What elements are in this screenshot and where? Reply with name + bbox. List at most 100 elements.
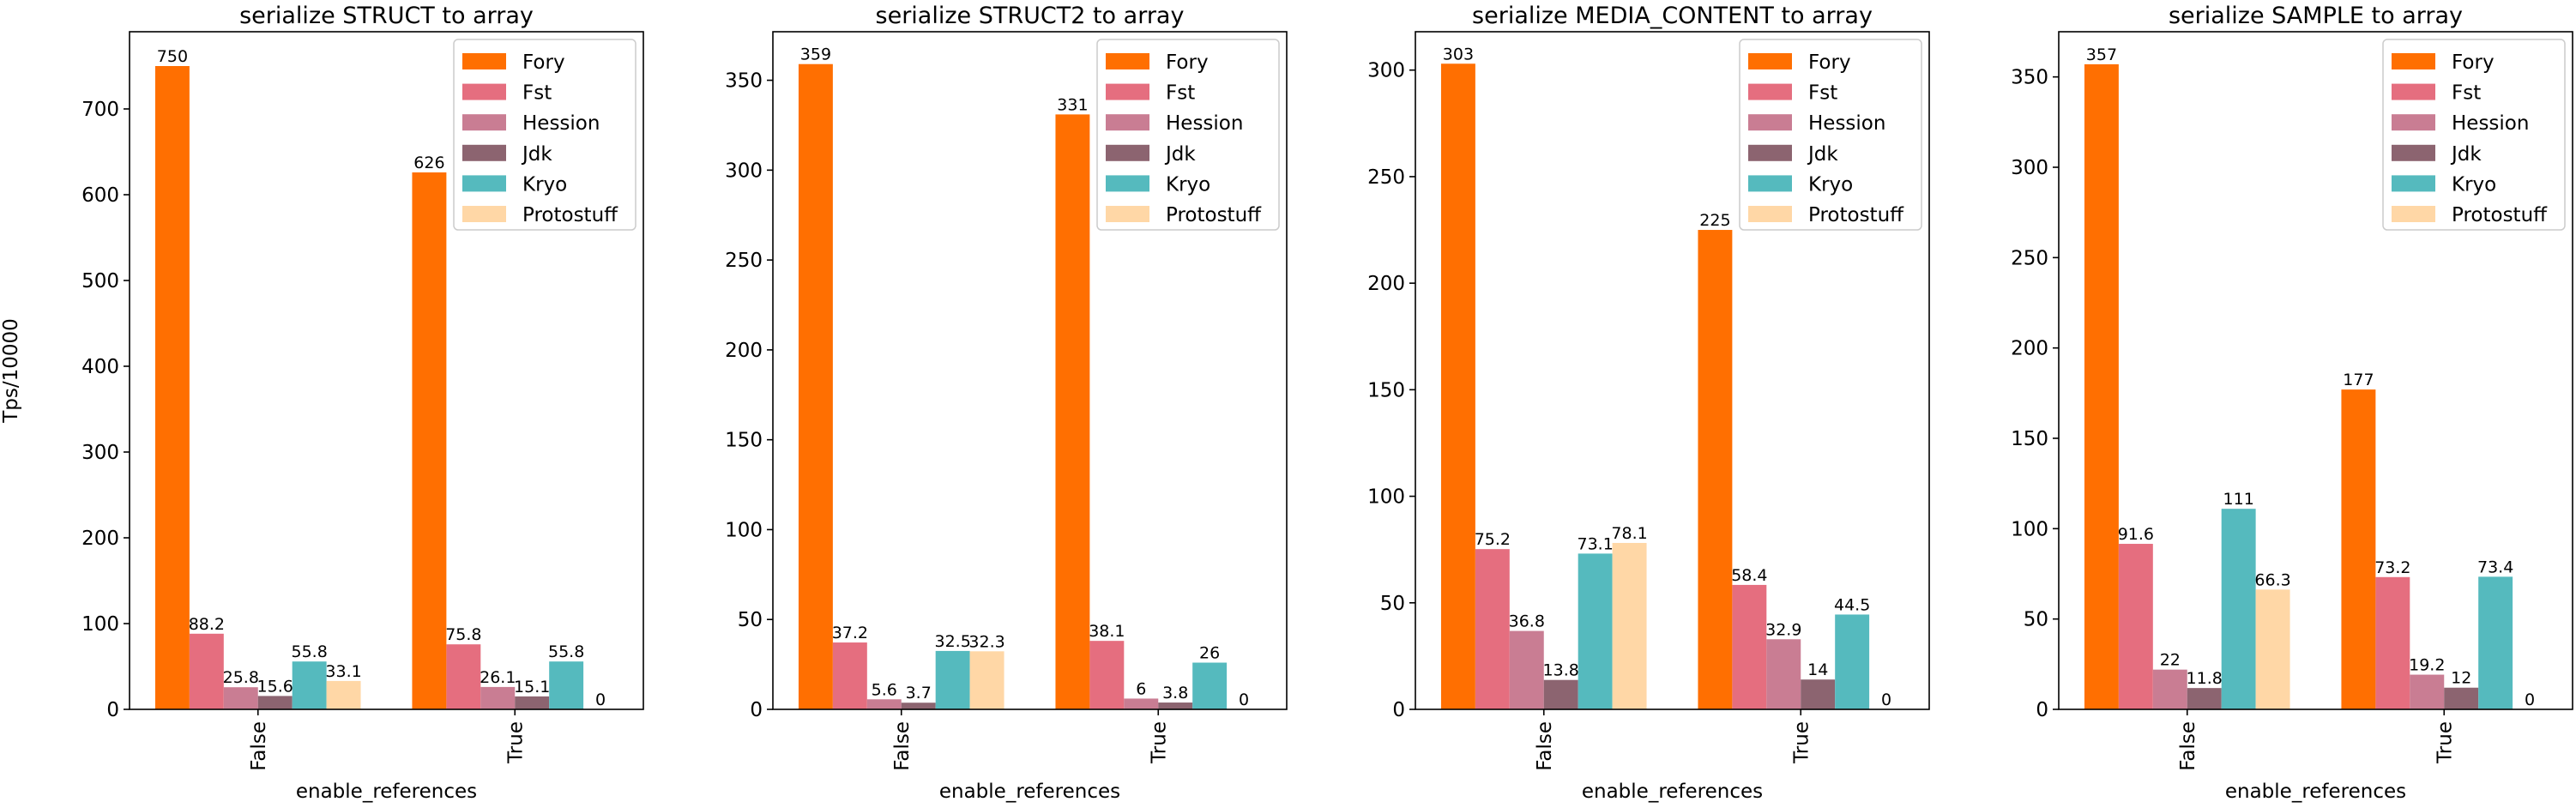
legend-swatch-protostuff <box>1748 206 1792 222</box>
chart-panel-3: serialize MEDIA_CONTENT to array 0 50 100 15… <box>1367 3 1930 803</box>
legend-label: Fst <box>522 82 552 105</box>
data-label: 5.6 <box>872 680 897 699</box>
y-tick-label: 250 <box>1367 166 1405 189</box>
data-label: 37.2 <box>832 624 868 642</box>
y-tick-label: 300 <box>725 160 763 182</box>
data-label: 88.2 <box>189 615 225 634</box>
chart-panel-1: serialize STRUCT to array 0 100 200 300 400 50… <box>0 3 644 803</box>
legend-label: Fory <box>522 51 565 74</box>
bar-fst-false <box>2118 544 2153 709</box>
x-tick-label: False <box>891 721 914 771</box>
legend-label: Protostuff <box>1166 204 1262 226</box>
legend-swatch-fst <box>1106 83 1149 100</box>
data-label: 359 <box>800 45 831 64</box>
data-label: 25.8 <box>223 668 259 687</box>
y-tick-label: 200 <box>81 528 119 550</box>
bar-hession-false <box>866 699 902 709</box>
y-tick-label: 100 <box>2011 518 2048 540</box>
bar-fst-true <box>1732 584 1767 709</box>
bar-jdk-true <box>515 696 550 709</box>
legend: Fory Fst Hession Jdk Kryo Protostuff <box>453 39 636 231</box>
y-tick-label: 300 <box>2011 157 2048 179</box>
chart-title: serialize STRUCT2 to array <box>876 3 1185 29</box>
bar-fory-false <box>154 66 190 709</box>
y-tick-label: 100 <box>725 519 763 541</box>
data-label: 58.4 <box>1731 566 1767 585</box>
bar-hession-true <box>1124 698 1159 709</box>
data-label: 75.8 <box>445 625 481 644</box>
legend-swatch-kryo <box>1106 175 1149 192</box>
data-label: 303 <box>1443 45 1474 63</box>
bar-protostuff-false <box>2255 589 2290 709</box>
bar-kryo-false <box>2221 509 2256 709</box>
legend-swatch-jdk <box>2392 144 2435 161</box>
bar-hession-true <box>480 686 516 709</box>
bar-fory-true <box>2341 389 2376 709</box>
data-label: 0 <box>595 690 606 709</box>
legend-swatch-hession <box>462 114 506 131</box>
legend: Fory Fst Hession Jdk Kryo Protostuff <box>1739 39 1922 231</box>
bar-fory-false <box>2084 63 2119 710</box>
y-tick-label: 0 <box>750 699 763 721</box>
legend-label: Jdk <box>1807 143 1838 166</box>
data-label: 38.1 <box>1089 622 1125 641</box>
y-tick-label: 0 <box>106 699 119 721</box>
data-label: 73.2 <box>2374 558 2410 577</box>
legend-label: Kryo <box>1808 173 1853 196</box>
bar-fory-true <box>1055 114 1090 709</box>
data-label: 111 <box>2223 490 2254 509</box>
data-label: 14 <box>1807 660 1828 679</box>
bar-jdk-false <box>257 696 293 709</box>
y-tick-label: 50 <box>738 609 763 631</box>
legend-label: Protostuff <box>522 204 618 226</box>
x-tick-label: True <box>504 721 527 764</box>
legend-label: Kryo <box>522 173 567 196</box>
legend-swatch-fory <box>1106 53 1149 69</box>
y-tick-label: 50 <box>2024 609 2048 631</box>
data-label: 0 <box>2525 690 2535 709</box>
legend-label: Fst <box>2452 82 2481 105</box>
bar-hession-false <box>223 687 258 709</box>
bar-protostuff-false <box>969 651 1004 709</box>
legend-swatch-hession <box>1106 114 1149 131</box>
x-axis-label: enable_references <box>2225 781 2406 803</box>
legend-swatch-jdk <box>462 144 506 161</box>
legend-swatch-protostuff <box>1106 206 1149 222</box>
data-label: 73.1 <box>1577 534 1613 553</box>
legend: Fory Fst Hession Jdk Kryo Protostuff <box>2382 39 2566 231</box>
x-tick-label: False <box>2177 721 2199 771</box>
data-label: 177 <box>2343 371 2374 389</box>
legend-label: Protostuff <box>2452 204 2548 226</box>
bar-fory-false <box>798 63 833 710</box>
bar-fst-true <box>2375 576 2410 709</box>
legend-swatch-fory <box>462 53 506 69</box>
legend-label: Hession <box>1166 112 1243 135</box>
y-tick-label: 150 <box>1367 379 1405 401</box>
bar-jdk-true <box>2444 687 2479 709</box>
legend-swatch-protostuff <box>2392 206 2435 222</box>
legend-label: Fst <box>1166 82 1195 105</box>
bar-hession-true <box>1766 639 1801 709</box>
legend-label: Jdk <box>2450 143 2482 166</box>
legend-swatch-fory <box>1748 53 1792 69</box>
x-tick-label: True <box>1790 721 1813 764</box>
legend-label: Fory <box>1808 51 1851 74</box>
data-label: 6 <box>1136 679 1146 698</box>
legend-swatch-jdk <box>1106 144 1149 161</box>
axes-frame <box>129 31 644 710</box>
bar-kryo-true <box>549 661 584 709</box>
axes-frame <box>1415 31 1930 710</box>
data-label: 11.8 <box>2187 669 2223 688</box>
bar-fst-false <box>189 633 224 709</box>
x-axis-label: enable_references <box>296 781 477 803</box>
bar-fst-true <box>446 644 481 709</box>
bar-fory-true <box>1698 230 1733 710</box>
legend-swatch-kryo <box>462 175 506 192</box>
legend-swatch-fory <box>2392 53 2435 69</box>
bar-jdk-true <box>1801 679 1836 709</box>
y-tick-label: 300 <box>1367 60 1405 82</box>
data-label: 13.8 <box>1543 661 1579 680</box>
data-label: 78.1 <box>1611 524 1647 543</box>
y-tick-label: 0 <box>2036 699 2048 721</box>
